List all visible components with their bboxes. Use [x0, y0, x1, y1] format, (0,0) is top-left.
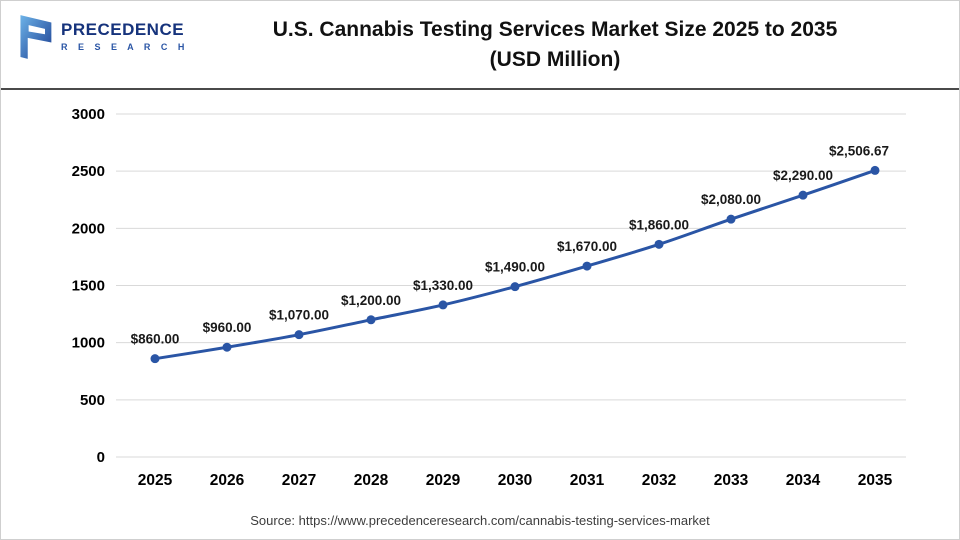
logo-wordmark: PRECEDENCE: [61, 20, 185, 40]
logo-subtitle: R E S E A R C H: [61, 41, 189, 52]
data-point: [726, 214, 736, 224]
x-axis-tick-label: 2025: [138, 472, 173, 489]
source-text: Source: https://www.precedenceresearch.c…: [250, 513, 710, 528]
x-axis-tick-label: 2027: [282, 472, 316, 489]
x-axis-tick-label: 2026: [210, 472, 245, 489]
data-label: $1,070.00: [269, 308, 329, 323]
data-label: $1,200.00: [341, 293, 401, 308]
data-label: $2,506.67: [829, 143, 889, 158]
data-point: [366, 315, 376, 325]
y-axis-tick-label: 1000: [72, 335, 105, 352]
data-label: $1,860.00: [629, 217, 689, 232]
y-axis-tick-label: 2500: [72, 163, 105, 180]
chart-area: 0 500 1000 1500 2000 2500 3000 2025 2026 2027 2028…: [1, 90, 959, 500]
precedence-logo: PRECEDENCE R E S E A R C H: [15, 13, 188, 61]
x-axis-tick-label: 2035: [858, 472, 893, 489]
data-point: [582, 261, 592, 271]
y-axis-tick-label: 3000: [72, 106, 105, 123]
data-point: [294, 330, 304, 340]
data-label: $1,330.00: [413, 278, 473, 293]
header: PRECEDENCE R E S E A R C H U.S. Cannabis…: [1, 1, 959, 90]
chart-title: U.S. Cannabis Testing Services Market Si…: [171, 15, 939, 76]
data-point: [222, 342, 232, 352]
line-chart: 0 500 1000 1500 2000 2500 3000 2025 2026 2027 2028…: [72, 106, 906, 489]
data-point: [150, 354, 160, 364]
data-label: $2,080.00: [701, 192, 761, 207]
y-axis-tick-label: 0: [97, 449, 105, 466]
chart-title-line2: (USD Million): [489, 48, 621, 72]
data-label: $960.00: [203, 320, 252, 335]
x-axis-tick-label: 2029: [426, 472, 461, 489]
data-point: [654, 239, 664, 249]
data-label: $860.00: [131, 332, 180, 347]
x-axis-tick-label: 2030: [498, 472, 532, 489]
y-axis-tick-label: 1500: [72, 278, 105, 295]
x-axis-tick-label: 2034: [786, 472, 821, 489]
y-axis-tick-label: 500: [80, 392, 105, 409]
logo-text: PRECEDENCE R E S E A R C H: [61, 21, 188, 53]
data-point: [798, 190, 808, 200]
data-point: [510, 282, 520, 292]
x-axis-tick-label: 2028: [354, 472, 389, 489]
data-point: [870, 165, 880, 175]
x-axis-tick-label: 2033: [714, 472, 749, 489]
data-label: $1,490.00: [485, 260, 545, 275]
x-axis-tick-label: 2032: [642, 472, 676, 489]
x-axis-tick-label: 2031: [570, 472, 605, 489]
data-label: $1,670.00: [557, 239, 617, 254]
y-axis-tick-label: 2000: [72, 220, 105, 237]
data-label: $2,290.00: [773, 168, 833, 183]
chart-title-line1: U.S. Cannabis Testing Services Market Si…: [272, 18, 838, 41]
data-point: [438, 300, 448, 310]
logo-p-icon: [20, 15, 52, 59]
